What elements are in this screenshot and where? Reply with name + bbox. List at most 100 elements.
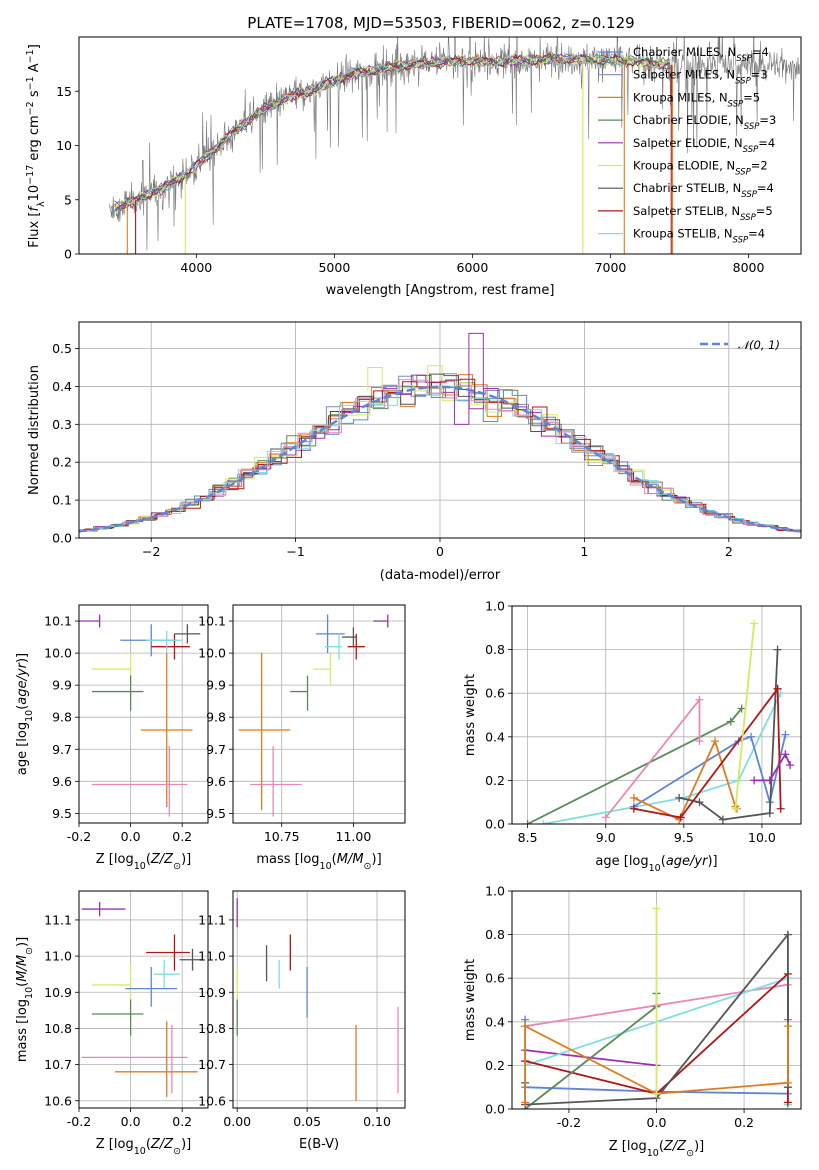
y-tick-label: 10.0: [44, 646, 72, 661]
y-tick-label: 0.8: [485, 642, 505, 657]
mass-weight-marker: [711, 737, 720, 746]
plot-area-age_vs_mass: [238, 614, 389, 817]
legend-label: 𝒩(0, 1): [738, 338, 780, 352]
axes-massweight_vs_age: 8.5 9.0 9.5 10.0 0.0 0.2 0.4 0.6 0.8 1.0 age [log1…: [463, 599, 802, 874]
mass-weight-marker: [773, 645, 782, 654]
axes-mass_vs_EBV: 0.00 0.05 0.10 10.6 10.7 10.8 10.9 11.0 11.1: [198, 890, 406, 1129]
mass-weight-marker: [765, 809, 774, 818]
plot-area-mass_vs_EBV: [236, 898, 399, 1101]
y-tick-label: 9.5: [52, 806, 72, 821]
x-axis-label: E(B-V): [299, 1137, 339, 1152]
legend-label: Kroupa ELODIE, NSSP=2: [633, 159, 768, 178]
mass-weight-marker: [726, 717, 735, 726]
mass-weight-marker: [783, 1078, 792, 1087]
legend-label: Kroupa STELIB, NSSP=4: [633, 227, 765, 246]
y-tick-label: 0.0: [52, 531, 72, 546]
y-tick-label: 5: [64, 192, 72, 207]
axes-mass_vs_Z: -0.2 0.0 0.2 10.6 10.7 10.8 10.9 11.0 11.1 Z [log…: [15, 890, 209, 1157]
x-tick-label: 8.5: [518, 830, 538, 845]
mass-weight-line: [754, 752, 791, 782]
x-tick-label: 0: [436, 544, 444, 559]
model-spectrum: [115, 53, 671, 212]
y-axis-label: Normed distribution: [27, 365, 42, 495]
axes-spectrum: 4000 5000 6000 7000 8000 0 5 10 15 Chabrier MILES…: [25, 36, 802, 298]
residual-bin: [453, 390, 470, 425]
y-tick-label: 10: [56, 138, 72, 153]
y-tick-label: 0.0: [485, 817, 505, 832]
y-tick-label: 10.7: [44, 1057, 72, 1072]
model-spectrum: [116, 52, 670, 209]
axes-frame: [78, 890, 209, 1109]
axes-frame: [232, 890, 406, 1109]
x-tick-label: 7000: [595, 260, 627, 275]
x-tick-label: 1: [580, 544, 588, 559]
y-tick-label: 10.8: [44, 1021, 72, 1036]
y-tick-label: 10.0: [198, 646, 226, 661]
mass-weight-marker: [539, 820, 548, 824]
y-tick-label: 0.2: [485, 1058, 505, 1073]
y-tick-label: 0.4: [52, 379, 72, 394]
legend-spectrum: Chabrier MILES, NSSP=4 Salpeter MILES, NS…: [598, 45, 776, 246]
mass-weight-marker: [786, 761, 795, 770]
y-tick-label: 11.1: [198, 912, 226, 927]
mass-weight-marker: [783, 930, 792, 939]
y-tick-label: 0.5: [52, 341, 72, 356]
axes-age_vs_mass: 10.75 11.00 9.5 9.6 9.7 9.8 9.9 10.0 10.1 mass [l…: [198, 604, 406, 872]
y-tick-label: 10.9: [198, 985, 226, 1000]
y-tick-label: 9.5: [206, 806, 226, 821]
y-tick-label: 9.6: [206, 774, 226, 789]
mass-weight-marker: [781, 750, 790, 759]
x-tick-label: 10.75: [264, 829, 300, 844]
legend-label: Salpeter MILES, NSSP=3: [633, 68, 768, 87]
mass-weight-marker: [737, 704, 746, 713]
x-tick-label: 2: [725, 544, 733, 559]
residual-histogram: [84, 378, 801, 533]
y-tick-label: 10.8: [198, 1021, 226, 1036]
y-tick-label: 0.1: [52, 493, 72, 508]
mass-weight-marker: [695, 695, 704, 704]
plot-area-residuals: [79, 332, 801, 533]
y-tick-label: 9.8: [206, 710, 226, 725]
mass-weight-marker: [750, 776, 759, 785]
plot-area-mass_vs_Z: [81, 901, 203, 1098]
y-tick-label: 10.1: [198, 614, 226, 629]
plot-area-massweight_vs_Z: [521, 904, 792, 1109]
y-tick-label: 0.2: [52, 455, 72, 470]
y-tick-label: 11.1: [44, 912, 72, 927]
mass-weight-marker: [747, 732, 756, 741]
plot-area-massweight_vs_age: [523, 619, 795, 824]
y-tick-label: 10.1: [44, 614, 72, 629]
y-tick-label: 10.6: [44, 1093, 72, 1108]
x-axis-label: (data-model)/error: [380, 568, 501, 583]
axes-frame: [78, 36, 802, 255]
mass-weight-marker: [783, 1022, 792, 1031]
y-tick-label: 9.9: [206, 678, 226, 693]
axes-residuals: −2 −1 0 1 2 0.0 0.1 0.2 0.3 0.4 0.5 𝒩(0, 1) (data-mo…: [27, 321, 802, 583]
x-tick-label: 0.2: [172, 829, 192, 844]
x-tick-label: −1: [286, 544, 304, 559]
mass-weight-marker: [652, 1089, 661, 1098]
residual-bin: [468, 332, 484, 391]
mass-weight-marker: [765, 776, 774, 785]
x-tick-label: −2: [142, 544, 160, 559]
plot-area-age_vs_Z: [79, 614, 201, 817]
y-tick-label: 9.8: [52, 710, 72, 725]
x-tick-label: 9.5: [674, 830, 694, 845]
mass-weight-marker: [521, 1098, 530, 1107]
mass-weight-marker: [523, 820, 532, 824]
normal-curve: [79, 385, 801, 533]
legend-label: Chabrier MILES, NSSP=4: [633, 45, 769, 64]
mass-weight-line: [543, 692, 782, 824]
y-tick-label: 0.3: [52, 417, 72, 432]
axes-frame: [78, 604, 209, 824]
mass-weight-marker: [629, 804, 638, 813]
y-axis-label: mass [log10(M/M⊙)]: [15, 937, 35, 1062]
x-tick-label: 0.0: [647, 1115, 667, 1130]
mass-weight-marker: [695, 737, 704, 746]
x-tick-label: 0.2: [734, 1115, 754, 1130]
figure-title: PLATE=1708, MJD=53503, FIBERID=0062, z=0…: [247, 14, 634, 32]
mass-weight-marker: [601, 813, 610, 822]
legend-label: Salpeter ELODIE, NSSP=4: [633, 136, 775, 155]
